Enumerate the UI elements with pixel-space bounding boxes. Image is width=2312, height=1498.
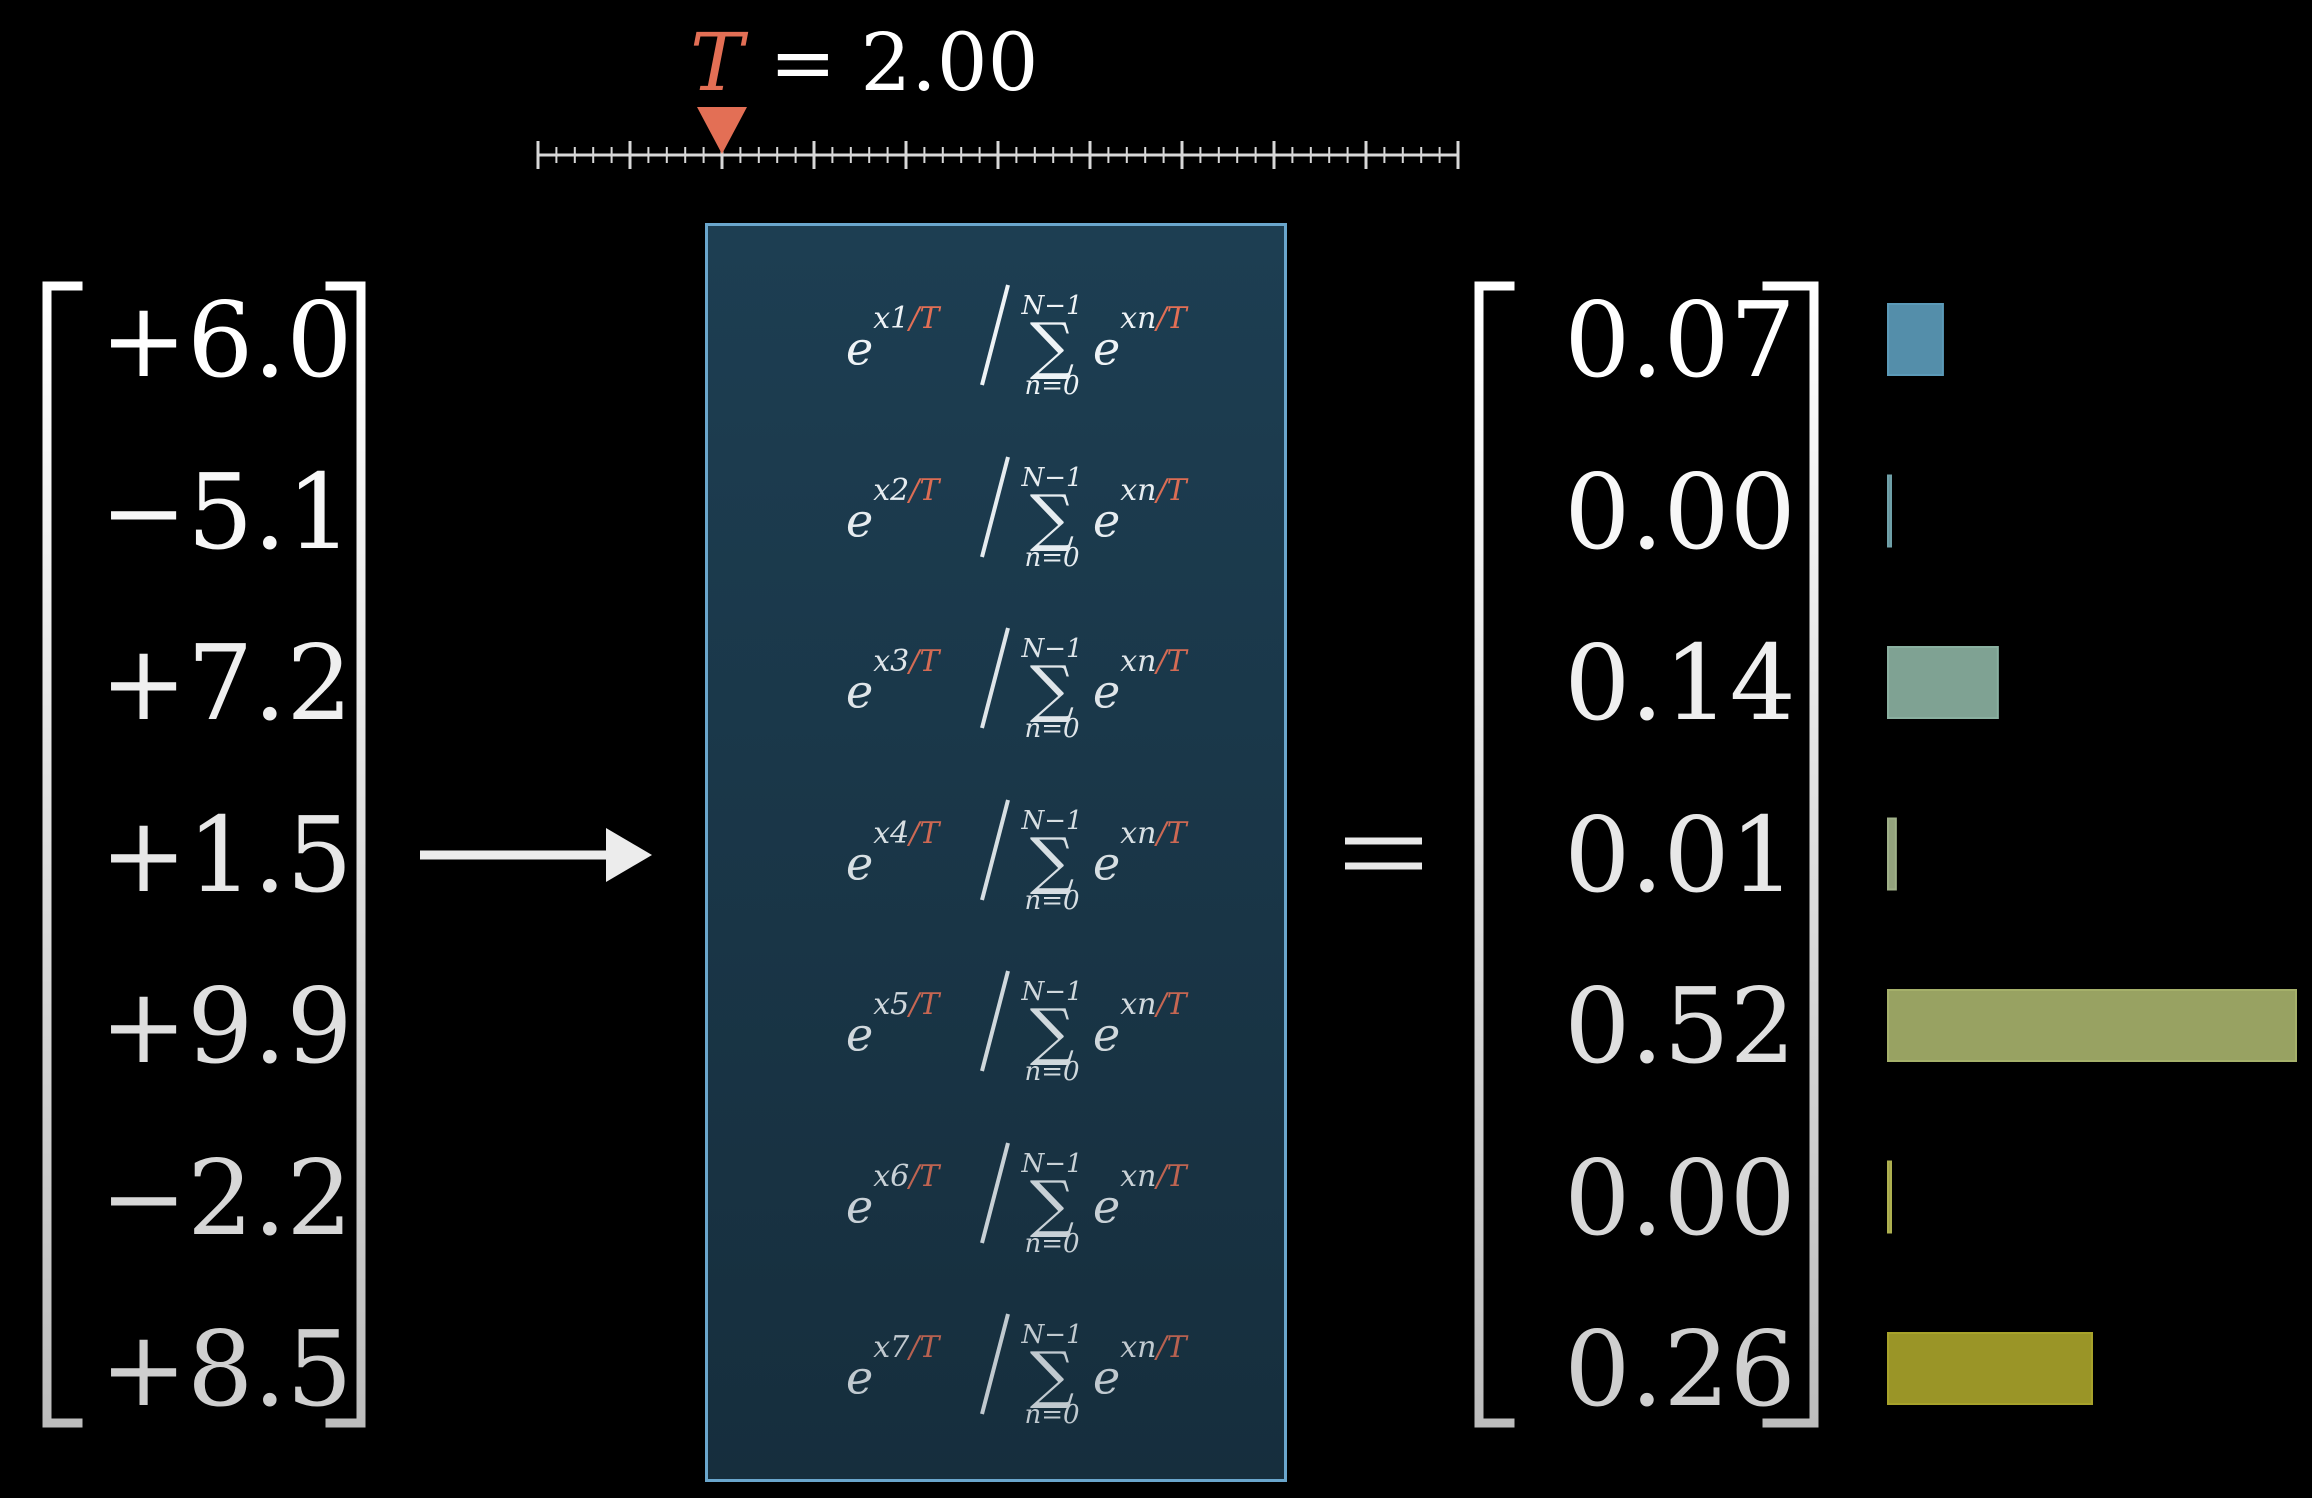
- summation: N−1 ∑ n=0: [1021, 291, 1083, 401]
- input-right-bracket: [325, 281, 366, 1428]
- division-slash: [980, 627, 1010, 729]
- output-value: 0.00: [1564, 450, 1796, 573]
- output-value: 0.00: [1564, 1136, 1796, 1259]
- softmax-formula: ex7/T N−1 ∑ n=0 exn/T: [708, 1302, 1290, 1430]
- probability-bar: [1887, 474, 1892, 548]
- temperature-value: 2.00: [860, 16, 1039, 109]
- formula-denominator-term: exn/T: [1093, 815, 1187, 890]
- formula-numerator: ex7/T: [846, 1330, 940, 1405]
- softmax-formula-box: ex1/T N−1 ∑ n=0 exn/T ex2/T N−1 ∑ n=0 exn/T ex3/T N…: [705, 223, 1287, 1482]
- slider-handle[interactable]: [697, 107, 747, 154]
- summation: N−1 ∑ n=0: [1021, 977, 1083, 1087]
- formula-numerator: ex1/T: [846, 301, 940, 376]
- division-slash: [980, 284, 1010, 386]
- input-value: +6.0: [100, 279, 353, 401]
- temperature-symbol: T: [690, 16, 744, 109]
- formula-denominator-term: exn/T: [1093, 301, 1187, 376]
- formula-denominator-term: exn/T: [1093, 472, 1187, 547]
- division-slash: [980, 798, 1010, 901]
- output-value: 0.14: [1564, 622, 1796, 744]
- formula-numerator: ex2/T: [846, 472, 940, 547]
- formula-numerator: ex5/T: [846, 987, 940, 1062]
- temperature-slider[interactable]: [536, 107, 1460, 169]
- probability-bar: [1887, 646, 1999, 719]
- formula-numerator: ex6/T: [846, 1158, 940, 1233]
- probability-bar: [1887, 1160, 1892, 1234]
- probability-bars: [1887, 303, 2297, 1405]
- summation: N−1 ∑ n=0: [1021, 634, 1083, 744]
- division-slash: [980, 1313, 1010, 1415]
- input-value: −2.2: [100, 1136, 353, 1259]
- summation: N−1 ∑ n=0: [1021, 1320, 1083, 1430]
- output-value: 0.07: [1564, 279, 1796, 401]
- softmax-formula: ex2/T N−1 ∑ n=0 exn/T: [708, 445, 1290, 573]
- probability-bar: [1887, 989, 2297, 1062]
- formula-numerator: ex4/T: [846, 815, 940, 890]
- probability-bar: [1887, 303, 1944, 376]
- softmax-formula: ex6/T N−1 ∑ n=0 exn/T: [708, 1131, 1290, 1259]
- output-right-bracket: [1762, 281, 1819, 1428]
- output-value: 0.01: [1564, 793, 1796, 916]
- formula-numerator: ex3/T: [846, 644, 940, 719]
- input-value: +8.5: [100, 1308, 353, 1430]
- input-value: −5.1: [100, 450, 353, 573]
- softmax-formula: ex3/T N−1 ∑ n=0 exn/T: [708, 616, 1290, 744]
- softmax-formula: ex1/T N−1 ∑ n=0 exn/T: [708, 273, 1290, 401]
- summation: N−1 ∑ n=0: [1021, 805, 1083, 916]
- softmax-formula: ex4/T N−1 ∑ n=0 exn/T: [708, 788, 1290, 916]
- input-value: +1.5: [100, 793, 353, 916]
- formula-denominator-term: exn/T: [1093, 644, 1187, 719]
- division-slash: [980, 970, 1010, 1072]
- softmax-formula: ex5/T N−1 ∑ n=0 exn/T: [708, 959, 1290, 1087]
- formula-denominator-term: exn/T: [1093, 987, 1187, 1062]
- output-value: 0.26: [1564, 1308, 1796, 1430]
- input-left-bracket: [42, 281, 83, 1428]
- arrow-icon: [420, 828, 652, 882]
- input-value: +7.2: [100, 622, 353, 744]
- formula-denominator-term: exn/T: [1093, 1158, 1187, 1233]
- probability-bar: [1887, 817, 1897, 891]
- equals-sign: [1345, 837, 1422, 870]
- output-left-bracket: [1474, 281, 1515, 1428]
- summation: N−1 ∑ n=0: [1021, 462, 1083, 573]
- probability-bar: [1887, 1332, 2093, 1405]
- division-slash: [980, 1141, 1010, 1244]
- formula-denominator-term: exn/T: [1093, 1330, 1187, 1405]
- summation: N−1 ∑ n=0: [1021, 1148, 1083, 1259]
- temperature-equals: =: [769, 16, 837, 109]
- output-value: 0.52: [1564, 965, 1796, 1087]
- input-vector-brackets: [42, 281, 1819, 1428]
- input-value: +9.9: [100, 965, 353, 1087]
- temperature-readout: T = 2.00: [690, 8, 1039, 118]
- division-slash: [980, 455, 1010, 558]
